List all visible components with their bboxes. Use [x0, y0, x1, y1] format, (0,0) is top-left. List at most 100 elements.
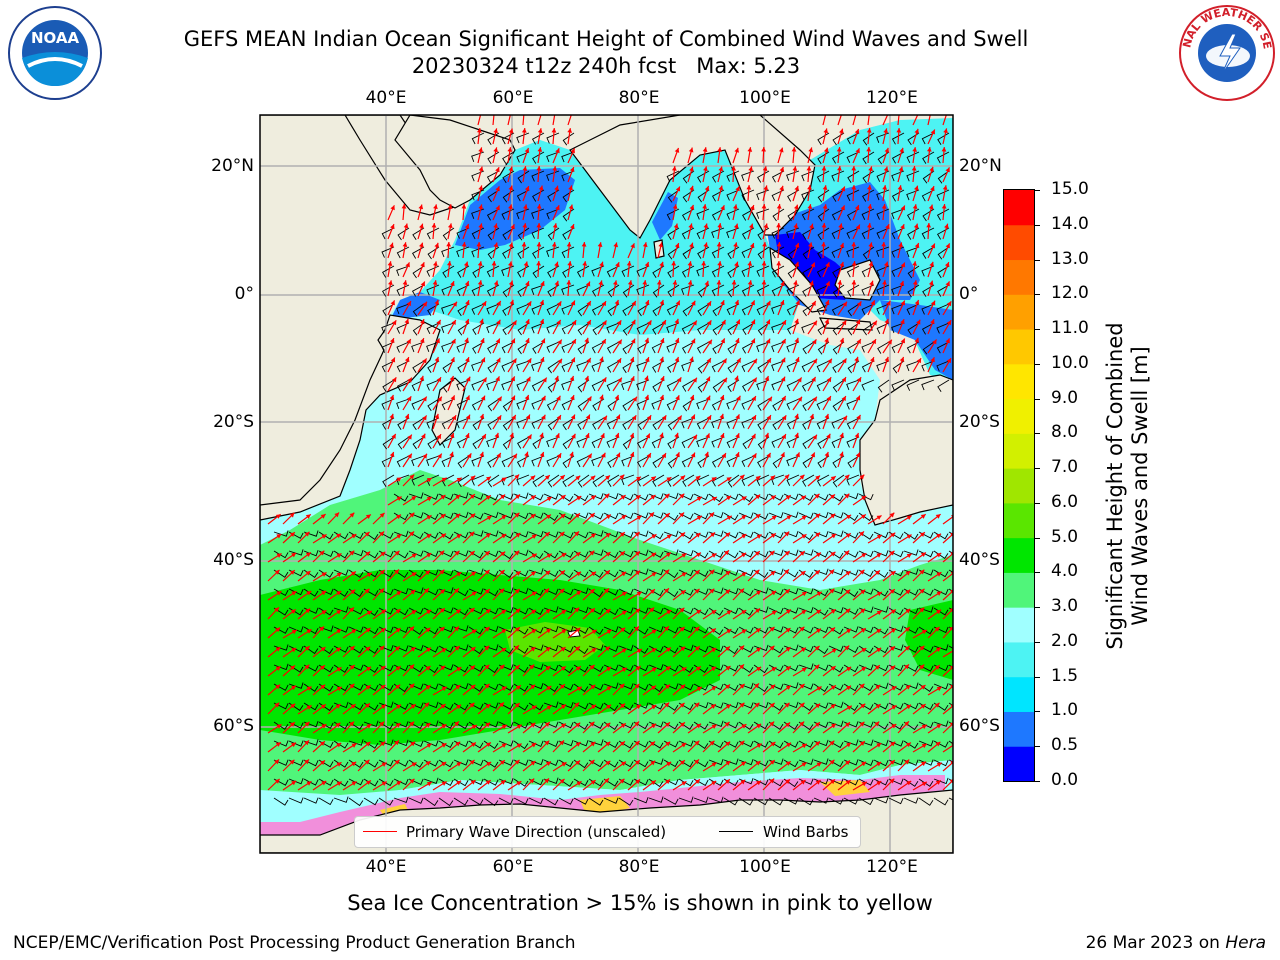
wind-barb: [742, 379, 755, 392]
wave-direction-arrowhead: [621, 761, 626, 767]
wind-barb: [531, 303, 545, 315]
wave-direction-arrowhead: [319, 626, 325, 632]
wave-direction-arrowhead: [486, 761, 492, 767]
wave-direction-arrowhead: [434, 413, 440, 419]
wave-direction-arrowhead: [930, 129, 936, 135]
wind-barb: [441, 398, 455, 411]
wave-direction-arrowhead: [900, 338, 906, 344]
wind-barb: [501, 341, 515, 354]
wind-barb: [832, 474, 845, 488]
wind-barb: [381, 322, 395, 334]
wind-barb: [303, 588, 319, 597]
wave-direction-arrowhead: [675, 395, 680, 401]
wave-direction-arrowhead: [770, 495, 776, 500]
wind-barb: [487, 474, 500, 488]
wind-barb: [907, 322, 920, 336]
wind-barb: [333, 701, 349, 709]
wind-barb: [786, 303, 800, 316]
wave-direction-arrowhead: [587, 396, 592, 402]
wind-barb: [487, 341, 500, 354]
wave-direction-arrowhead: [860, 703, 866, 709]
wave-direction-arrowhead: [876, 553, 882, 558]
wind-barb: [651, 341, 665, 354]
wave-direction-arrowhead: [615, 262, 620, 268]
wave-direction-arrowhead: [778, 147, 784, 153]
wave-direction-arrowhead: [784, 589, 790, 594]
wave-direction-arrowhead: [437, 396, 442, 402]
wave-direction-arrowhead: [739, 645, 745, 651]
wind-barb: [832, 398, 845, 412]
wind-barb: [607, 284, 620, 298]
wave-direction-arrowhead: [801, 743, 807, 749]
wave-direction-arrowhead: [945, 167, 950, 173]
wind-barb: [921, 189, 935, 202]
wind-barb: [678, 664, 694, 673]
wave-direction-arrowhead: [439, 569, 445, 575]
wind-barb: [846, 474, 860, 486]
wave-direction-arrowhead: [446, 261, 452, 266]
wave-direction-arrowhead: [523, 204, 528, 210]
wind-barb: [786, 360, 800, 373]
wind-barb: [546, 455, 560, 467]
wave-direction-arrowhead: [365, 551, 371, 557]
wave-direction-arrowhead: [514, 474, 520, 480]
wind-barb: [771, 284, 785, 297]
wind-barb: [441, 246, 455, 258]
wave-direction-arrowhead: [336, 591, 342, 596]
wave-direction-arrowhead: [785, 685, 791, 691]
wind-barb: [393, 778, 409, 786]
wind-barb: [472, 341, 485, 354]
wave-direction-arrowhead: [936, 762, 942, 768]
wind-barb: [288, 797, 304, 804]
wave-direction-arrowhead: [545, 514, 551, 520]
wave-direction-arrowhead: [464, 223, 470, 229]
wave-direction-arrowhead: [856, 377, 862, 383]
wave-direction-arrow: [837, 115, 842, 126]
wind-barb: [438, 645, 454, 653]
wind-barb: [471, 398, 485, 411]
wave-direction-arrowhead: [875, 684, 881, 690]
wave-direction-arrowhead: [771, 590, 777, 596]
wind-barb: [363, 720, 379, 727]
wave-direction-arrowhead: [840, 205, 845, 211]
wave-direction-swatch: [363, 831, 397, 832]
wave-direction-arrowhead: [538, 185, 544, 191]
wave-direction-arrow: [882, 115, 889, 126]
wave-direction-arrowhead: [469, 494, 475, 499]
wind-barb: [768, 607, 784, 615]
wind-barb: [801, 170, 815, 182]
wave-direction-arrowhead: [394, 740, 399, 746]
footer-host: Hera: [1225, 933, 1266, 953]
wind-barb: [411, 398, 425, 410]
wind-barb: [906, 170, 920, 182]
wave-direction-arrowhead: [815, 741, 820, 747]
wave-direction-arrowhead: [829, 740, 835, 746]
wind-barb: [487, 455, 500, 468]
wave-direction-arrowhead: [934, 626, 940, 632]
wave-direction-arrowhead: [808, 147, 814, 153]
wave-direction-arrowhead: [560, 513, 566, 519]
wave-direction-arrowhead: [936, 591, 942, 596]
wave-direction-arrowhead: [544, 475, 550, 480]
wave-direction-arrowhead: [586, 357, 591, 363]
wave-direction-arrowhead: [635, 666, 641, 671]
wind-barb: [408, 797, 424, 804]
wave-direction-arrowhead: [881, 242, 887, 247]
wave-direction-arrowhead: [826, 377, 832, 383]
wind-barb: [412, 265, 425, 279]
wave-direction-arrowhead: [480, 357, 486, 363]
wave-direction-arrowhead: [522, 109, 527, 114]
wave-direction-arrowhead: [539, 451, 545, 457]
wind-barb: [486, 170, 500, 183]
wind-barb: [921, 322, 935, 335]
wave-direction-arrowhead: [630, 338, 636, 344]
wind-barb: [693, 796, 709, 804]
wind-barb: [858, 645, 874, 654]
wave-direction-arrowhead: [664, 588, 669, 594]
wave-direction-arrowhead: [935, 647, 941, 652]
wave-direction-arrowhead: [754, 702, 760, 708]
wave-direction-arrowhead: [755, 494, 761, 500]
wind-barb: [573, 797, 589, 805]
wave-direction-arrowhead: [739, 664, 745, 670]
wave-direction-arrowhead: [600, 433, 605, 439]
